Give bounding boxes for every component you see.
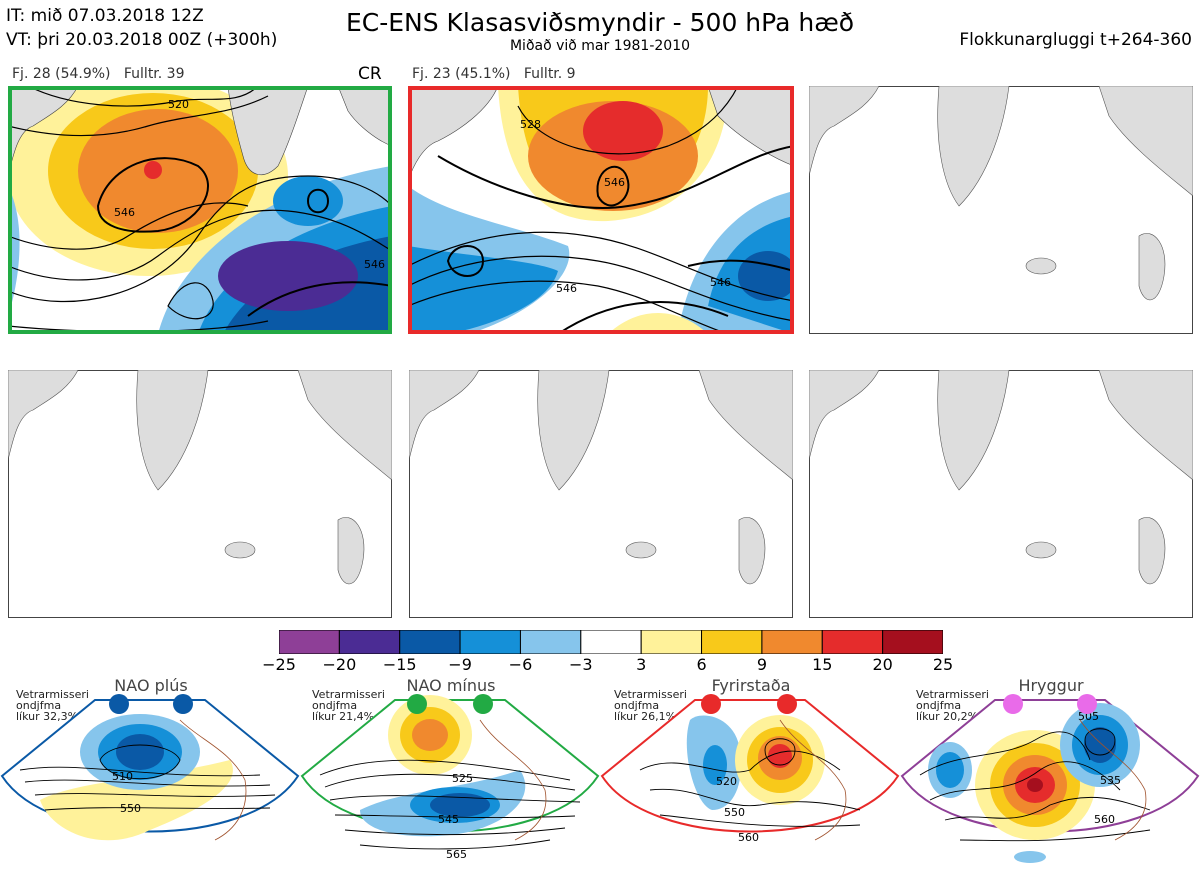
regime-marker-3a <box>701 694 721 714</box>
regime-marker-3b <box>777 694 797 714</box>
contour-label: 560 <box>738 831 759 844</box>
contour-label: 525 <box>452 772 473 785</box>
colorbar-cell <box>279 630 340 654</box>
contour-label: 520 <box>168 98 189 111</box>
colorbar-tick: 6 <box>696 655 707 674</box>
colorbar-tick: 20 <box>872 655 893 674</box>
cluster-1-label: Fj. 28 (54.9%) Fulltr. 39 <box>12 66 185 82</box>
contour-label: 535 <box>1100 774 1121 787</box>
colorbar-tick: 3 <box>636 655 647 674</box>
colorbar-cell <box>338 630 401 654</box>
colorbar-tick: 9 <box>756 655 767 674</box>
regime-ridge: 505 535 560 <box>900 694 1200 863</box>
colorbar-cell <box>882 630 943 654</box>
contour-label: 520 <box>716 775 737 788</box>
regime-1-info: Vetrarmisseri ondjfma líkur 32,3% <box>16 688 89 723</box>
initial-time: IT: mið 07.03.2018 12Z <box>6 6 204 26</box>
colorbar-tick: 15 <box>812 655 833 674</box>
cluster-map-2[interactable]: 528 546 546 546 <box>408 86 794 334</box>
page-title: EC-ENS Klasasviðsmyndir - 500 hPa hæð <box>345 8 855 37</box>
regime-nao-plus: 510 550 <box>0 694 300 841</box>
regime-blocking: 520 550 560 <box>600 694 900 844</box>
colorbar-cell <box>640 630 703 654</box>
empty-map-4 <box>8 370 392 618</box>
contour-label: 545 <box>438 813 459 826</box>
empty-map-5 <box>409 370 793 618</box>
regime-3-info: Vetrarmisseri ondjfma líkur 26,1% <box>614 688 687 723</box>
regime-marker-1a <box>109 694 129 714</box>
colorbar-tick: 25 <box>932 655 954 674</box>
contour-label: 546 <box>114 206 135 219</box>
colorbar-cell <box>761 630 823 654</box>
contour-label: 550 <box>724 806 745 819</box>
colorbar-cell <box>701 630 763 654</box>
contour-label: 528 <box>520 118 541 131</box>
header-info: IT: mið 07.03.2018 12Z VT: þri 20.03.201… <box>6 4 277 52</box>
colorbar-tick: −20 <box>322 655 357 674</box>
regime-1-title: NAO plús <box>114 676 188 695</box>
regime-2-title: NAO mínus <box>406 676 496 695</box>
regime-nao-minus: 525 545 565 <box>300 694 600 861</box>
colorbar-cell <box>459 630 521 654</box>
contour-label: 546 <box>710 276 731 289</box>
colorbar-cell <box>821 630 884 654</box>
contour-label: 560 <box>1094 813 1115 826</box>
cluster-2-label: Fj. 23 (45.1%) Fulltr. 9 <box>412 66 576 82</box>
colorbar-cell <box>519 630 582 654</box>
colorbar <box>279 630 943 654</box>
colorbar-tick: −6 <box>508 655 533 674</box>
regime-4-info: Vetrarmisseri ondjfma líkur 20,2% <box>916 688 989 723</box>
contour-label: 546 <box>604 176 625 189</box>
contour-label: 546 <box>556 282 577 295</box>
colorbar-tick: −15 <box>382 655 417 674</box>
regime-marker-4a <box>1003 694 1023 714</box>
regime-marker-4b <box>1077 694 1097 714</box>
page-subtitle: Miðað við mar 1981-2010 <box>509 38 691 54</box>
regime-marker-1b <box>173 694 193 714</box>
colorbar-tick: −9 <box>448 655 472 674</box>
empty-map-6 <box>809 370 1193 618</box>
regime-marker-2b <box>473 694 493 714</box>
colorbar-tick: −25 <box>262 655 296 674</box>
contour-label: 565 <box>446 848 467 861</box>
contour-label: 546 <box>364 258 385 271</box>
valid-time: VT: þri 20.03.2018 00Z (+300h) <box>6 30 278 50</box>
colorbar-cell <box>399 630 461 654</box>
regime-3-title: Fyrirstaða <box>711 676 791 695</box>
colorbar-cell <box>580 630 642 654</box>
cluster-map-1[interactable]: 546 520 546 <box>8 86 392 334</box>
cluster-1-tag: CR <box>358 64 382 84</box>
regime-maps: 510 550 525 545 565 <box>0 694 1200 863</box>
window-info: Flokkunargluggi t+264-360 <box>959 30 1192 50</box>
empty-map-3 <box>809 86 1193 334</box>
contour-label: 510 <box>112 770 133 783</box>
regime-4-title: Hryggur <box>1018 676 1084 695</box>
contour-label: 550 <box>120 802 141 815</box>
colorbar-tick: −3 <box>569 655 593 674</box>
regime-2-info: Vetrarmisseri ondjfma líkur 21,4% <box>312 688 385 723</box>
regime-marker-2a <box>407 694 427 714</box>
